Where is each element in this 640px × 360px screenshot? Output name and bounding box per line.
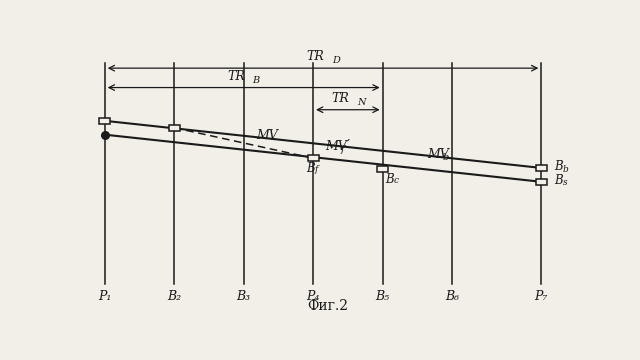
Text: B: B <box>554 160 563 173</box>
Bar <box>536 165 547 171</box>
Text: N: N <box>356 98 365 107</box>
Bar <box>536 179 547 185</box>
Text: f: f <box>315 165 318 174</box>
Text: B₆: B₆ <box>445 290 459 303</box>
Text: B: B <box>306 162 314 175</box>
Text: B: B <box>554 174 563 187</box>
Text: ′: ′ <box>347 138 350 152</box>
Text: TR: TR <box>332 92 349 105</box>
Text: TR: TR <box>307 50 324 63</box>
Bar <box>377 166 388 172</box>
Text: P₇: P₇ <box>534 290 548 303</box>
Text: Фиг.2: Фиг.2 <box>307 300 349 314</box>
Bar <box>99 118 110 124</box>
Text: P₄: P₄ <box>307 290 320 303</box>
Text: B₂: B₂ <box>167 290 181 303</box>
Text: B₅: B₅ <box>376 290 390 303</box>
Text: s: s <box>563 179 567 188</box>
Text: MV: MV <box>428 148 449 161</box>
Text: c: c <box>394 176 399 185</box>
Bar <box>169 125 180 131</box>
Text: B: B <box>385 174 394 186</box>
Text: D: D <box>332 57 340 66</box>
Text: MV: MV <box>256 129 278 141</box>
Text: MV: MV <box>326 140 348 153</box>
Text: b: b <box>563 165 568 174</box>
Text: b: b <box>442 153 449 162</box>
Text: P₁: P₁ <box>98 290 111 303</box>
Text: B₃: B₃ <box>237 290 251 303</box>
Bar <box>308 155 319 161</box>
Text: TR: TR <box>227 69 245 82</box>
Text: f: f <box>340 145 344 154</box>
Text: B: B <box>253 76 260 85</box>
